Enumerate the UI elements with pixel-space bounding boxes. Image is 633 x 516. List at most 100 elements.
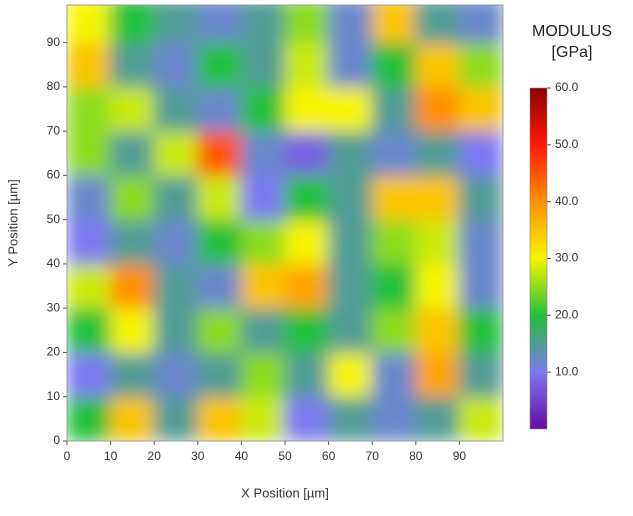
y-tick-label: 60 [47, 168, 61, 182]
heatmap-cell [197, 174, 242, 221]
heatmap-cell [284, 5, 330, 44]
heatmap-cell [284, 42, 330, 88]
heatmap-cell [153, 307, 199, 353]
heatmap-cell [67, 86, 112, 132]
heatmap-cell [240, 307, 286, 353]
heatmap-cell [371, 42, 417, 88]
heatmap-cell [197, 5, 242, 44]
colorbar-title: MODULUS [532, 23, 612, 40]
heatmap-cell [153, 130, 199, 176]
heatmap-cell [153, 396, 199, 441]
heatmap-cell [197, 263, 242, 309]
heatmap-cell [153, 351, 199, 398]
heatmap-cell [415, 219, 460, 265]
heatmap-cell [153, 42, 199, 88]
heatmap-cell [284, 307, 330, 353]
heatmap-cell [67, 396, 112, 441]
heatmap-cell [197, 351, 242, 398]
heatmap-cell [415, 307, 460, 353]
heatmap-cell [67, 219, 112, 265]
heatmap-cell [415, 42, 460, 88]
heatmap-cell [458, 5, 503, 44]
y-tick-label: 80 [47, 79, 61, 93]
heatmap-cell [415, 5, 460, 44]
heatmap-cell [284, 263, 330, 309]
x-tick-label: 70 [366, 449, 380, 463]
heatmap-cell [240, 174, 286, 221]
heatmap-cell [458, 263, 503, 309]
heatmap-cell [67, 5, 112, 44]
heatmap-cell [371, 396, 417, 441]
heatmap-cell [328, 86, 373, 132]
y-tick-label: 0 [53, 433, 60, 447]
heatmap-cell [110, 86, 155, 132]
x-tick-label: 40 [235, 449, 249, 463]
heatmap-cell [153, 5, 199, 44]
heatmap-cell [371, 307, 417, 353]
heatmap-cell [197, 219, 242, 265]
heatmap-cell [240, 86, 286, 132]
heatmap-cell [197, 42, 242, 88]
heatmap-cell [458, 86, 503, 132]
x-tick-label: 50 [278, 449, 292, 463]
x-tick-label: 20 [148, 449, 162, 463]
heatmap-cell [328, 307, 373, 353]
heatmap-cell [240, 5, 286, 44]
x-tick-label: 80 [409, 449, 423, 463]
heatmap-cell [328, 42, 373, 88]
y-axis-label: Y Position [µm] [5, 179, 20, 266]
x-tick-label: 60 [322, 449, 336, 463]
heatmap-cell [371, 5, 417, 44]
heatmap-cell [328, 396, 373, 441]
heatmap-cell [458, 396, 503, 441]
y-tick-label: 50 [47, 212, 61, 226]
heatmap-cell [458, 174, 503, 221]
heatmap-cell [371, 351, 417, 398]
heatmap-cell [153, 263, 199, 309]
y-tick-label: 20 [47, 345, 61, 359]
heatmap-cell [240, 42, 286, 88]
heatmap-cell [197, 396, 242, 441]
heatmap-cell [284, 351, 330, 398]
plot-frame [66, 4, 504, 442]
heatmap-cell [153, 86, 199, 132]
heatmap-cell [415, 351, 460, 398]
x-tick-label: 30 [191, 449, 205, 463]
heatmap-cell [415, 263, 460, 309]
x-tick-label: 90 [453, 449, 467, 463]
x-tick-label: 0 [64, 449, 71, 463]
heatmap-cell [458, 130, 503, 176]
heatmap-cell [284, 219, 330, 265]
heatmap-cell [371, 130, 417, 176]
heatmap-cell [110, 5, 155, 44]
heatmap-cell [415, 130, 460, 176]
heatmap-cell [284, 86, 330, 132]
heatmap-cell [67, 42, 112, 88]
heatmap-cell [67, 351, 112, 398]
heatmap-cell [153, 174, 199, 221]
colorbar-tick-label: 10.0 [555, 364, 579, 378]
heatmap-cell [371, 263, 417, 309]
heatmap-cell [458, 219, 503, 265]
heatmap-cell [284, 130, 330, 176]
colorbar-tick-label: 50.0 [555, 137, 579, 151]
heatmap-cell [328, 5, 373, 44]
heatmap-cell [240, 351, 286, 398]
heatmap-cell [110, 219, 155, 265]
y-tick-label: 30 [47, 300, 61, 314]
heatmap-cell [67, 130, 112, 176]
heatmap-cell [415, 86, 460, 132]
heatmap-cell [67, 174, 112, 221]
heatmap-cell [328, 130, 373, 176]
heatmap-cell [328, 263, 373, 309]
heatmap-cell [110, 396, 155, 441]
heatmap-cell [458, 307, 503, 353]
heatmap-cell [110, 42, 155, 88]
heatmap-cell [415, 174, 460, 221]
heatmap-cell [284, 396, 330, 441]
heatmap-cell [240, 263, 286, 309]
heatmap-cell [110, 351, 155, 398]
colorbar [529, 87, 548, 430]
colorbar-tick-label: 40.0 [555, 194, 579, 208]
